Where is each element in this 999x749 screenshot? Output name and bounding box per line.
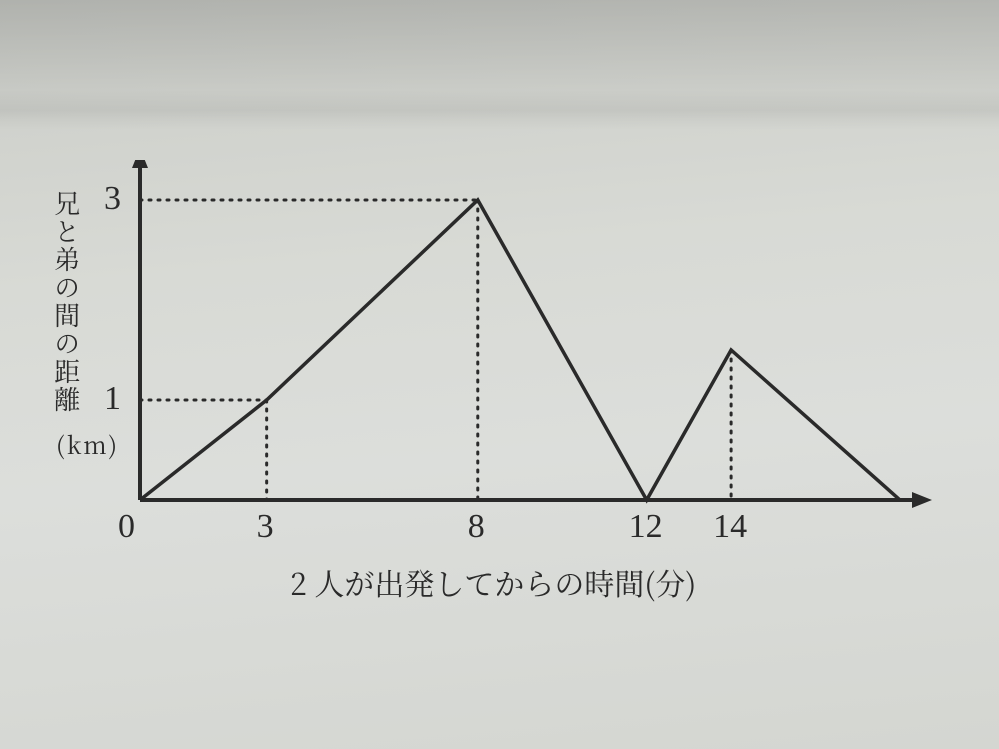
- chart-svg: [60, 160, 940, 620]
- y-axis-label-text: 兄と弟の間の距離: [49, 190, 86, 414]
- x-tick: 12: [629, 508, 663, 546]
- x-tick: 3: [257, 508, 274, 546]
- tick-origin: 0: [118, 508, 135, 546]
- y-tick: 3: [104, 180, 121, 218]
- y-axis-label: 兄と弟の間の距離: [52, 190, 81, 414]
- distance-chart: 兄と弟の間の距離 (km) 2 人が出発してからの時間(分) 038121413: [60, 160, 940, 620]
- x-tick: 8: [468, 508, 485, 546]
- x-tick: 14: [713, 508, 747, 546]
- y-tick: 1: [104, 380, 121, 418]
- x-axis-label: 2 人が出発してからの時間(分): [290, 560, 696, 604]
- x-axis-label-text: 2 人が出発してからの時間(分): [290, 560, 696, 604]
- y-axis-unit-text: (km): [56, 426, 119, 461]
- y-axis-unit: (km): [56, 430, 119, 459]
